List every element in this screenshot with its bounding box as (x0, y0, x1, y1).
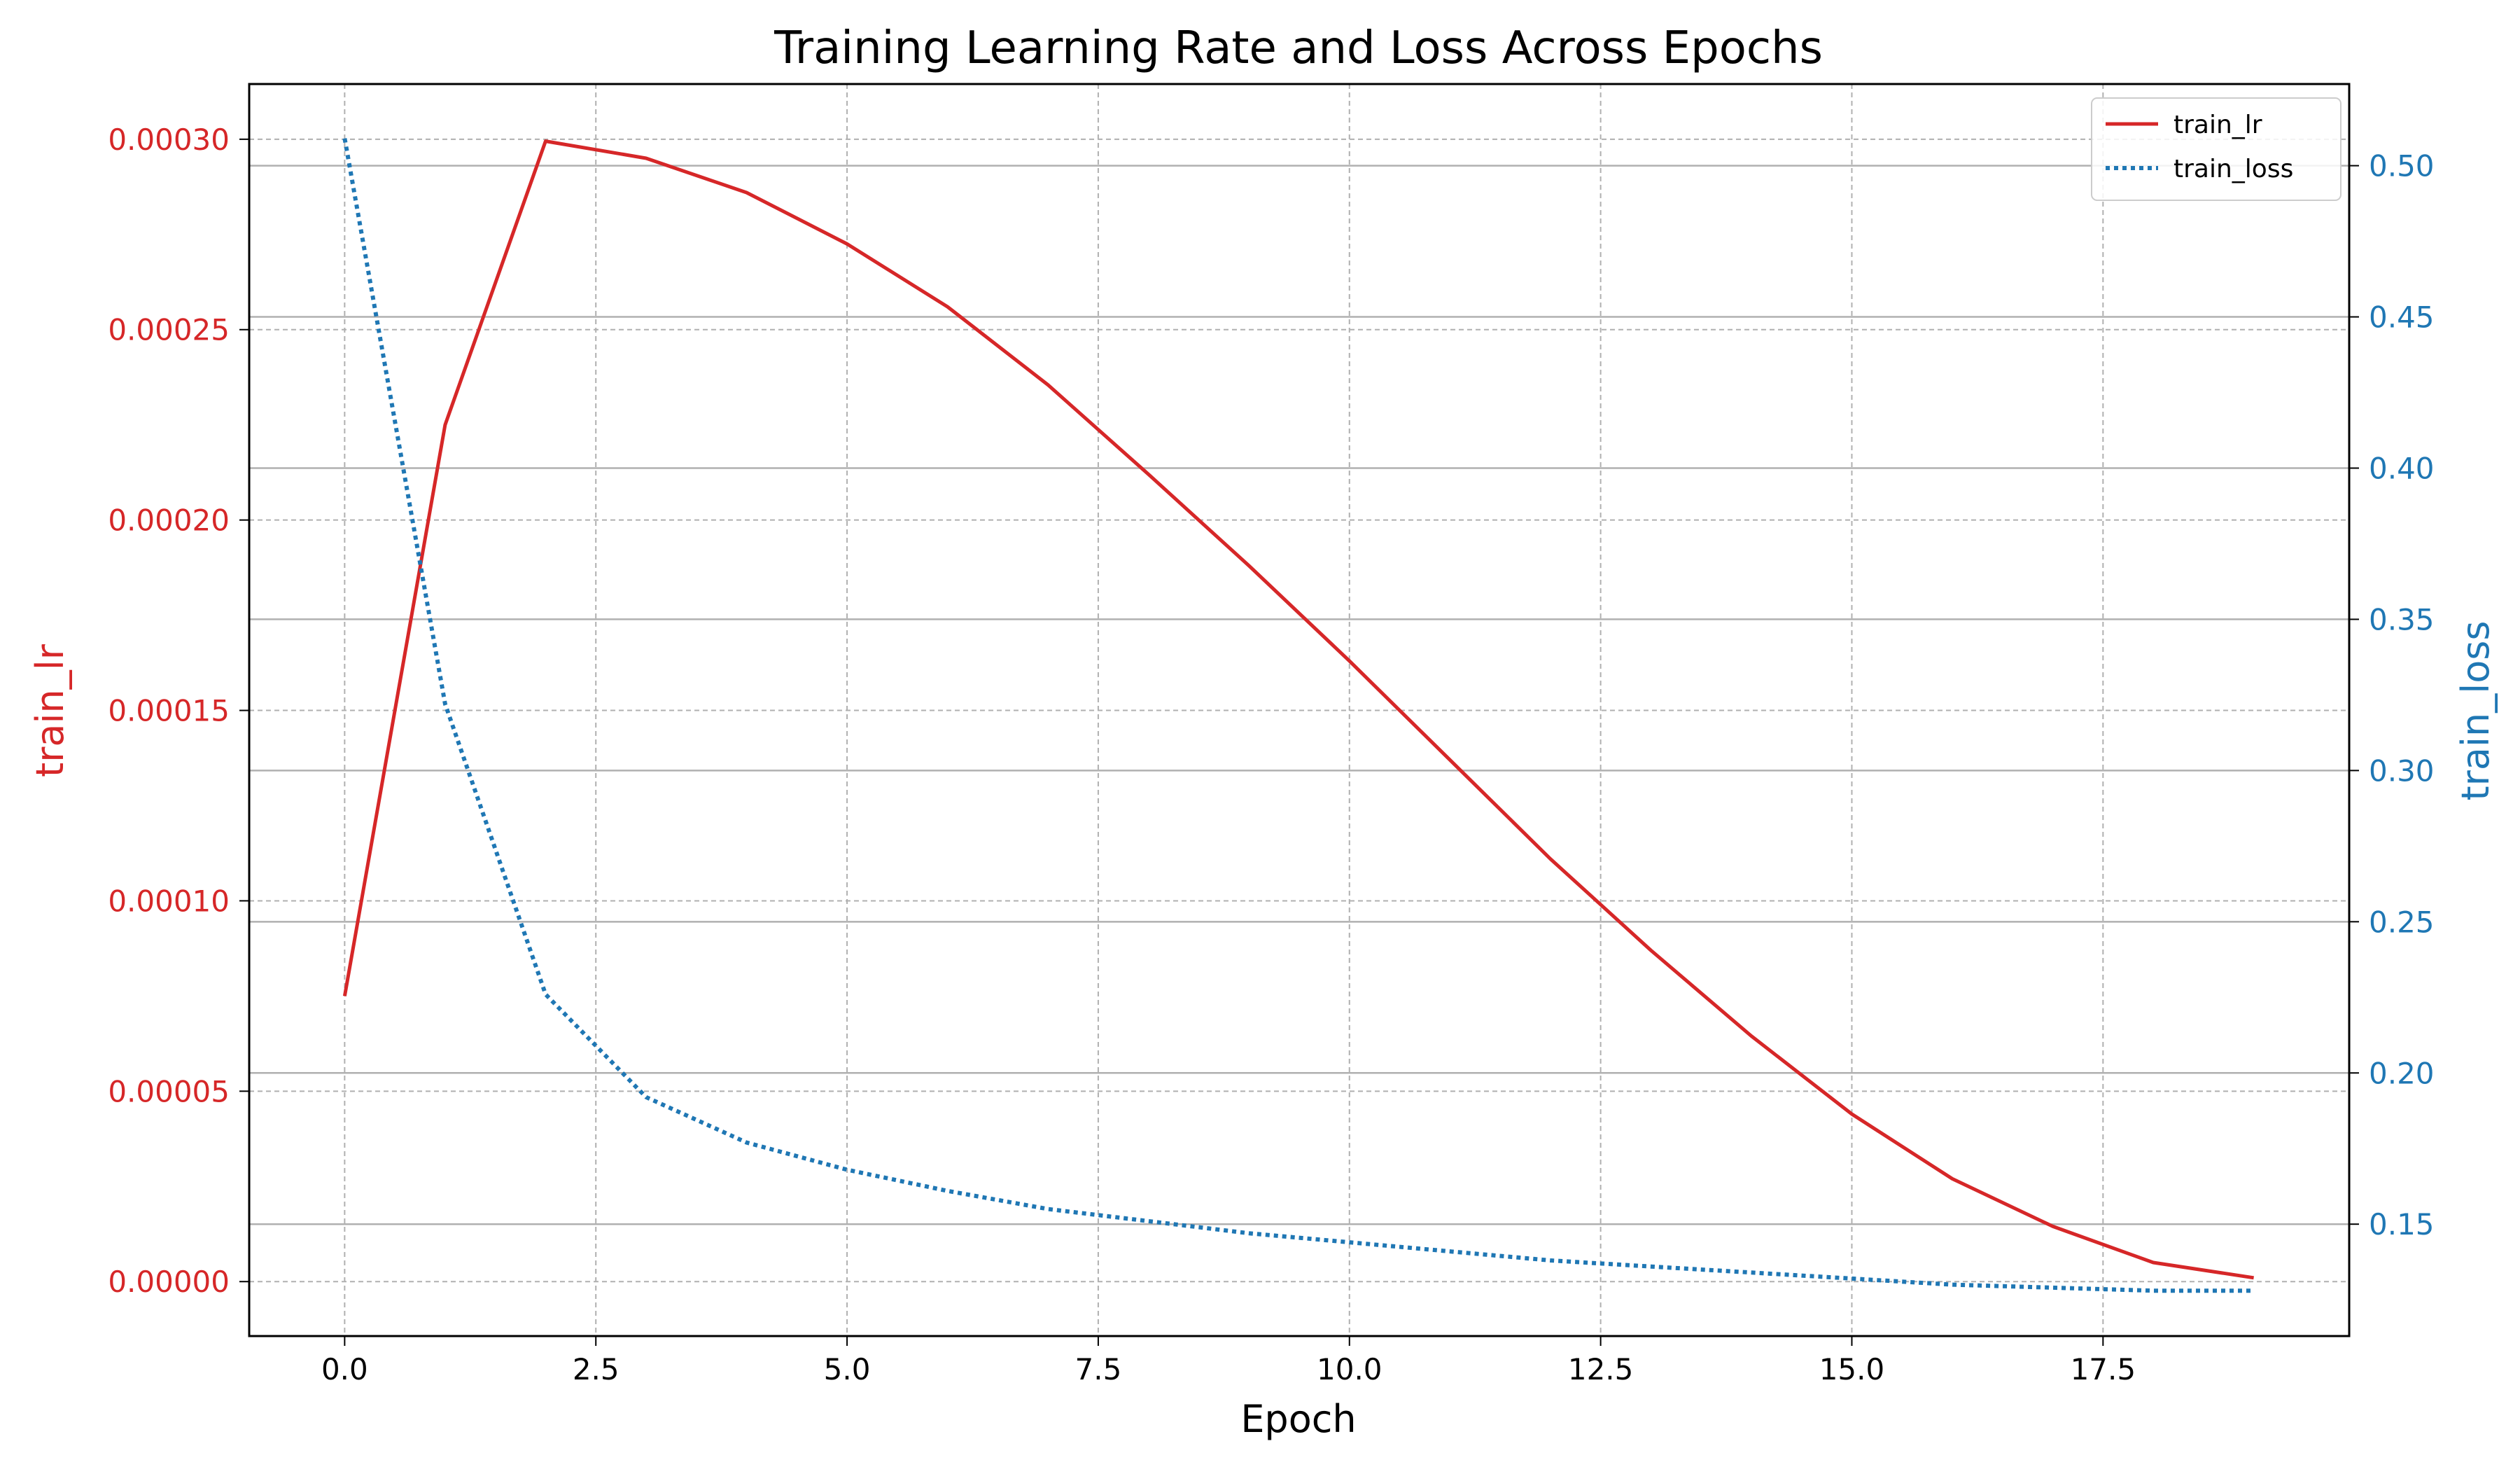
x-tick-label: 7.5 (1075, 1352, 1122, 1386)
legend-label-train-loss: train_loss (2174, 155, 2293, 183)
x-tick-label: 5.0 (824, 1352, 871, 1386)
legend-label-train-lr: train_lr (2174, 111, 2262, 139)
right-y-tick-label: 0.35 (2369, 602, 2435, 637)
chart-title: Training Learning Rate and Loss Across E… (774, 22, 1823, 74)
right-y-tick-label: 0.20 (2369, 1056, 2435, 1090)
left-y-tick-label: 0.00015 (108, 694, 230, 728)
x-tick-label: 15.0 (1819, 1352, 1885, 1386)
left-y-tick-label: 0.00010 (108, 884, 230, 918)
left-axis-label: train_lr (28, 644, 72, 777)
left-y-tick-label: 0.00005 (108, 1074, 230, 1108)
right-y-tick-label: 0.50 (2369, 149, 2435, 183)
right-axis-label: train_loss (2454, 620, 2498, 800)
x-tick-label: 17.5 (2071, 1352, 2136, 1386)
right-y-tick-label: 0.40 (2369, 451, 2435, 485)
series-line-train-lr (342, 139, 2254, 1280)
left-y-tick-label: 0.00000 (108, 1265, 230, 1299)
legend: train_lr train_loss (2091, 97, 2342, 201)
x-axis-label: Epoch (1240, 1397, 1356, 1441)
x-tick-label: 12.5 (1568, 1352, 1634, 1386)
series-line-train-loss (342, 138, 2254, 1293)
right-y-tick-label: 0.15 (2369, 1207, 2435, 1242)
right-y-tick-label: 0.25 (2369, 905, 2435, 939)
x-tick-label: 10.0 (1317, 1352, 1382, 1386)
x-tick-label: 2.5 (573, 1352, 620, 1386)
right-y-tick-label: 0.45 (2369, 300, 2435, 335)
left-y-tick-label: 0.00030 (108, 123, 230, 157)
series-layer (342, 138, 2254, 1293)
right-y-tick-label: 0.30 (2369, 753, 2435, 788)
grid-layer (249, 84, 2349, 1336)
x-tick-label: 0.0 (321, 1352, 368, 1386)
left-y-tick-label: 0.00020 (108, 503, 230, 538)
axis-layer: 0.0 2.5 5.0 7.5 10.0 12.5 15.0 17.5 0.00000 0.000… (108, 123, 2434, 1386)
left-y-tick-label: 0.00025 (108, 313, 230, 347)
